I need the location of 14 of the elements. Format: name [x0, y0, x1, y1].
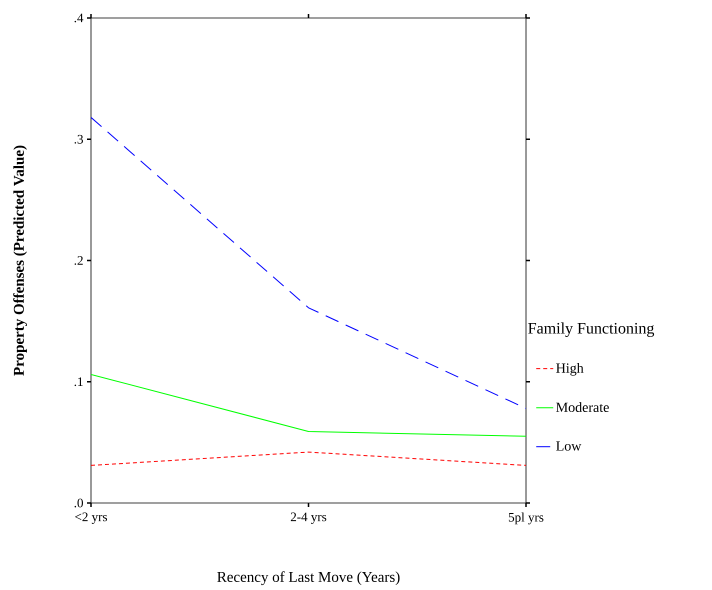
y-tick-label: .0 — [74, 498, 83, 508]
x-axis-title: Recency of Last Move (Years) — [217, 571, 400, 586]
x-tick-label: <2 yrs — [75, 512, 108, 524]
legend-label: Moderate — [556, 402, 609, 412]
y-axis-title: Property Offenses (Predicted Value) — [13, 146, 27, 376]
y-tick-label: .2 — [74, 256, 83, 265]
x-tick-label: 5pl yrs — [508, 512, 544, 524]
x-tick-label: 2-4 yrs — [290, 512, 326, 524]
legend-label: High — [556, 362, 584, 376]
legend-label: Low — [556, 441, 582, 451]
y-tick-label: .3 — [74, 134, 83, 144]
y-tick-label: .4 — [74, 14, 84, 22]
y-tick-label: .1 — [74, 377, 83, 386]
legend-title: Family Functioning — [528, 322, 654, 337]
